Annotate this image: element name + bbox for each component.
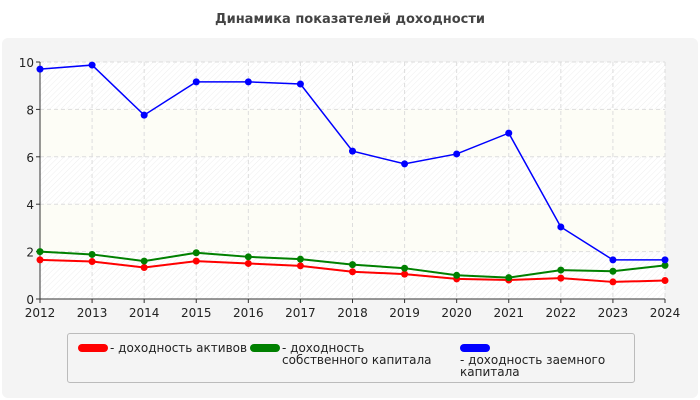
data-point-1 [244, 253, 252, 261]
data-point-1 [453, 271, 461, 279]
y-tick-label: 4 [26, 198, 34, 212]
x-tick-label: 2019 [389, 306, 420, 320]
x-tick-label: 2020 [441, 306, 472, 320]
data-point-2 [505, 129, 513, 137]
x-tick-label: 2015 [181, 306, 212, 320]
data-point-1 [88, 250, 96, 258]
data-point-2 [401, 160, 409, 168]
data-point-1 [140, 257, 148, 265]
data-point-0 [192, 257, 200, 265]
data-point-1 [505, 274, 513, 282]
data-point-2 [296, 80, 304, 88]
y-tick-label: 2 [26, 246, 34, 260]
x-tick-label: 2024 [650, 306, 681, 320]
chart-title: Динамика показателей доходности [215, 12, 485, 27]
data-point-0 [296, 262, 304, 270]
legend-item-equity: - доходность собственного капитала [250, 342, 442, 366]
data-point-0 [88, 258, 96, 266]
y-tick-label: 10 [19, 56, 34, 70]
x-tick-label: 2022 [546, 306, 577, 320]
x-tick-label: 2012 [25, 306, 56, 320]
data-point-2 [557, 223, 565, 231]
data-point-1 [401, 264, 409, 272]
data-point-1 [296, 255, 304, 263]
legend-swatch [250, 344, 280, 352]
data-point-2 [661, 256, 669, 264]
y-tick-label: 6 [26, 151, 34, 165]
x-tick-label: 2013 [77, 306, 108, 320]
data-point-1 [609, 267, 617, 275]
x-tick-label: 2018 [337, 306, 368, 320]
data-point-2 [140, 111, 148, 119]
data-point-2 [349, 147, 356, 155]
data-point-1 [349, 261, 356, 269]
legend-swatch [460, 344, 490, 352]
x-tick-label: 2023 [598, 306, 629, 320]
data-point-1 [192, 249, 200, 257]
data-point-0 [401, 270, 409, 278]
legend: - доходность активов - доходность собств… [67, 333, 635, 383]
y-tick-label: 0 [26, 293, 34, 307]
legend-item-debt: - доходность заемного капитала [460, 342, 634, 378]
data-point-1 [557, 266, 565, 274]
x-tick-label: 2014 [129, 306, 160, 320]
data-point-1 [661, 261, 669, 269]
data-point-0 [244, 259, 252, 267]
x-tick-label: 2017 [285, 306, 316, 320]
data-point-2 [244, 78, 252, 86]
data-point-0 [609, 278, 617, 286]
legend-label: - доходность активов [110, 341, 248, 355]
legend-item-assets: - доходность активов [78, 342, 270, 354]
data-point-0 [557, 274, 565, 282]
legend-label: - доходность собственного капитала [282, 341, 432, 367]
legend-label: - доходность заемного капитала [460, 353, 606, 379]
x-tick-label: 2021 [493, 306, 524, 320]
data-point-2 [453, 150, 461, 158]
data-point-2 [88, 61, 96, 69]
data-point-0 [140, 263, 148, 271]
data-point-0 [36, 256, 44, 264]
x-tick-label: 2016 [233, 306, 264, 320]
y-tick-label: 8 [26, 103, 34, 117]
data-point-0 [349, 268, 356, 276]
data-point-2 [609, 256, 617, 264]
legend-swatch [78, 344, 108, 352]
data-point-2 [192, 78, 200, 86]
data-point-2 [36, 65, 44, 73]
data-point-0 [661, 277, 669, 285]
data-point-1 [36, 248, 44, 256]
